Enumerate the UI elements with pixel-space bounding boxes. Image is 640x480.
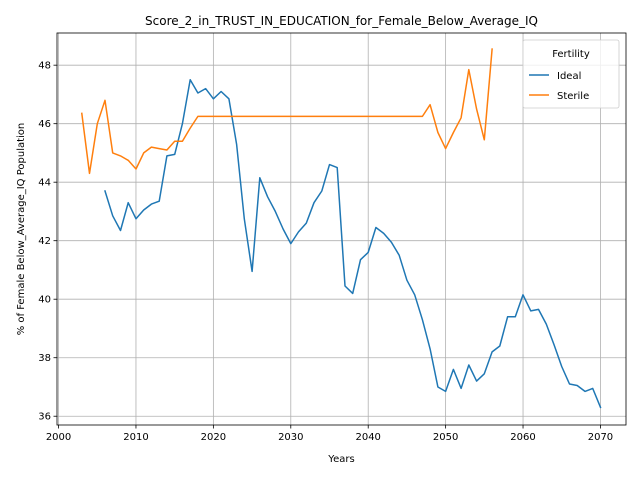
y-tick-label: 46 <box>38 119 51 130</box>
chart-title: Score_2_in_TRUST_IN_EDUCATION_for_Female… <box>145 14 538 28</box>
x-tick-label: 2000 <box>46 432 71 443</box>
y-tick-label: 44 <box>38 178 51 189</box>
x-tick-label: 2010 <box>123 432 148 443</box>
series-line-sterile <box>80 48 493 175</box>
legend-title: Fertility <box>552 49 590 60</box>
legend-label-sterile: Sterile <box>557 91 589 102</box>
legend-box <box>522 39 620 109</box>
x-tick-label: 2070 <box>588 432 613 443</box>
y-tick-label: 40 <box>38 295 51 306</box>
x-tick-label: 2040 <box>355 432 380 443</box>
x-tick-label: 2030 <box>278 432 303 443</box>
x-tick-label: 2060 <box>510 432 535 443</box>
legend: Fertility Ideal Sterile <box>522 39 620 109</box>
axis-ticks: 2000 2010 2020 2030 2040 2050 2060 2070 36 38 40 42… <box>38 61 613 443</box>
y-tick-label: 38 <box>38 353 51 364</box>
series-lines <box>80 48 602 409</box>
series-line-ideal <box>104 79 602 409</box>
x-axis-label: Years <box>327 454 354 465</box>
plot-area-frame <box>56 32 627 426</box>
grid-lines <box>57 33 626 425</box>
legend-label-ideal: Ideal <box>557 71 581 82</box>
x-tick-label: 2020 <box>201 432 226 443</box>
x-tick-label: 2050 <box>433 432 458 443</box>
y-tick-label: 42 <box>38 236 51 247</box>
legend-items: Ideal Sterile <box>529 71 589 102</box>
y-axis-label: % of Female Below_Average_IQ Population <box>16 123 27 336</box>
y-tick-label: 36 <box>38 412 51 423</box>
y-tick-label: 48 <box>38 61 51 72</box>
